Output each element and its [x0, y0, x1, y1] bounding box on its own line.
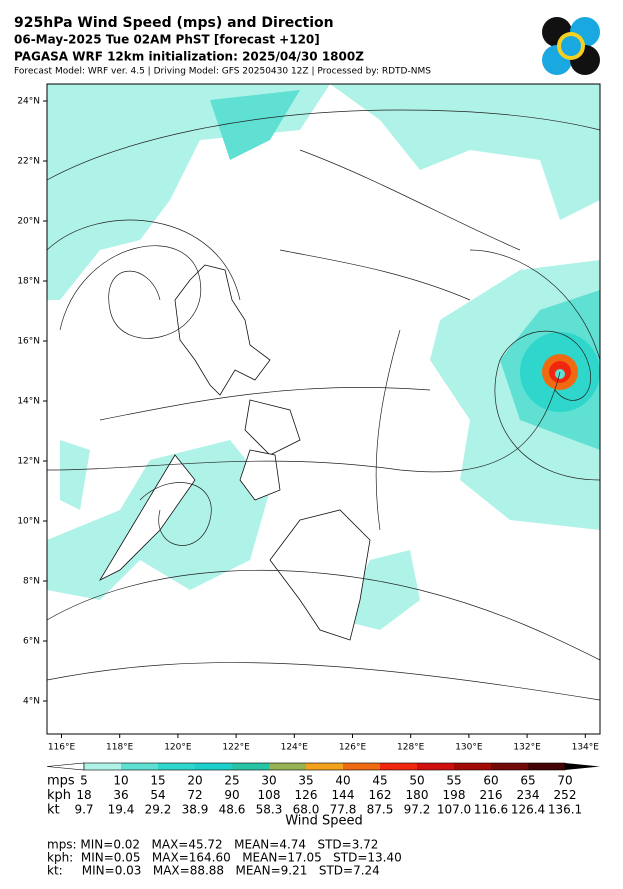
- cbar-value: 20: [187, 774, 202, 788]
- cbar-value: 234: [517, 788, 540, 802]
- cbar-value: 116.6: [474, 803, 508, 817]
- map: [46, 83, 601, 735]
- cbar-value: 18: [76, 788, 91, 802]
- cbar-segment: [380, 763, 418, 770]
- cbar-segment: [121, 763, 159, 770]
- cbar-value: 72: [187, 788, 202, 802]
- cbar-segment: [491, 763, 529, 770]
- cbar-value: 5: [80, 774, 88, 788]
- valid-time: 06-May-2025 Tue 02AM PhST [forecast +120…: [14, 33, 320, 47]
- cbar-value: 65: [520, 774, 535, 788]
- lon-label: 124°E: [281, 743, 309, 753]
- lat-label: 18°N: [17, 277, 40, 287]
- cbar-value: 198: [443, 788, 466, 802]
- lon-label: 120°E: [164, 743, 192, 753]
- cbar-segment: [343, 763, 381, 770]
- lon-label: 128°E: [397, 743, 425, 753]
- lat-label: 6°N: [23, 637, 40, 647]
- cbar-value: 97.2: [404, 803, 431, 817]
- cbar-segment: [528, 763, 566, 770]
- cbar-value: 19.4: [108, 803, 135, 817]
- cbar-value: 87.5: [367, 803, 394, 817]
- lon-label: 118°E: [106, 743, 134, 753]
- cbar-value: 108: [258, 788, 281, 802]
- lat-label: 12°N: [17, 457, 40, 467]
- cbar-value: 162: [369, 788, 392, 802]
- cbar-value: 252: [554, 788, 577, 802]
- cbar-value: 70: [557, 774, 572, 788]
- cbar-segment: [269, 763, 307, 770]
- cbar-value: 15: [150, 774, 165, 788]
- cbar-value: 144: [332, 788, 355, 802]
- cbar-value: 136.1: [548, 803, 582, 817]
- stat-line: kt: MIN=0.03 MAX=88.88 MEAN=9.21 STD=7.2…: [47, 864, 380, 878]
- lat-label: 16°N: [17, 337, 40, 347]
- cbar-segment: [306, 763, 344, 770]
- cbar-under: [46, 762, 85, 771]
- cbar-value: 40: [335, 774, 350, 788]
- lon-label: 126°E: [339, 743, 367, 753]
- cbar-segment: [158, 763, 196, 770]
- cbar-value: 45: [372, 774, 387, 788]
- cbar-value: 54: [150, 788, 165, 802]
- cbar-value: 216: [480, 788, 503, 802]
- cbar-value: 38.9: [182, 803, 209, 817]
- lat-label: 22°N: [17, 157, 40, 167]
- model-info: Forecast Model: WRF ver. 4.5 | Driving M…: [14, 67, 431, 77]
- cbar-value: 68.0: [293, 803, 320, 817]
- unit-label: mps: [47, 774, 75, 789]
- cbar-segment: [195, 763, 233, 770]
- cbar-value: 90: [224, 788, 239, 802]
- cbar-value: 25: [224, 774, 239, 788]
- logo: [542, 17, 600, 75]
- cbar-value: 77.8: [330, 803, 357, 817]
- lon-label: 132°E: [513, 743, 541, 753]
- cbar-value: 29.2: [145, 803, 172, 817]
- cbar-value: 60: [483, 774, 498, 788]
- cbar-value: 126.4: [511, 803, 545, 817]
- lat-label: 24°N: [17, 97, 40, 107]
- lat-label: 20°N: [17, 217, 40, 227]
- lat-label: 4°N: [23, 697, 40, 707]
- cbar-value: 107.0: [437, 803, 471, 817]
- cbar-segment: [84, 763, 122, 770]
- cbar-value: 48.6: [219, 803, 246, 817]
- cbar-segment: [232, 763, 270, 770]
- lat-label: 14°N: [17, 397, 40, 407]
- cbar-value: 36: [113, 788, 128, 802]
- cbar-value: 10: [113, 774, 128, 788]
- cbar-value: 30: [261, 774, 276, 788]
- lat-label: 10°N: [17, 517, 40, 527]
- unit-label: kt: [47, 803, 60, 818]
- lon-label: 130°E: [455, 743, 483, 753]
- map-frame: [46, 83, 601, 735]
- lon-label: 116°E: [48, 743, 76, 753]
- cbar-value: 55: [446, 774, 461, 788]
- cbar-value: 180: [406, 788, 429, 802]
- cbar-segment: [417, 763, 455, 770]
- cbar-frame: [83, 762, 566, 771]
- cbar-title: Wind Speed: [285, 814, 363, 829]
- unit-label: kph: [47, 788, 71, 803]
- stat-line: kph: MIN=0.05 MAX=164.60 MEAN=17.05 STD=…: [47, 851, 402, 865]
- init-time: PAGASA WRF 12km initialization: 2025/04/…: [14, 50, 364, 64]
- title: 925hPa Wind Speed (mps) and Direction: [14, 15, 334, 31]
- lat-label: 8°N: [23, 577, 40, 587]
- cbar-value: 9.7: [74, 803, 93, 817]
- cbar-value: 126: [295, 788, 318, 802]
- stat-line: mps: MIN=0.02 MAX=45.72 MEAN=4.74 STD=3.…: [47, 838, 378, 852]
- cbar-value: 35: [298, 774, 313, 788]
- cbar-over: [565, 763, 600, 770]
- lon-label: 122°E: [222, 743, 250, 753]
- cbar-value: 58.3: [256, 803, 283, 817]
- cbar-segment: [454, 763, 492, 770]
- lon-label: 134°E: [572, 743, 600, 753]
- cbar-value: 50: [409, 774, 424, 788]
